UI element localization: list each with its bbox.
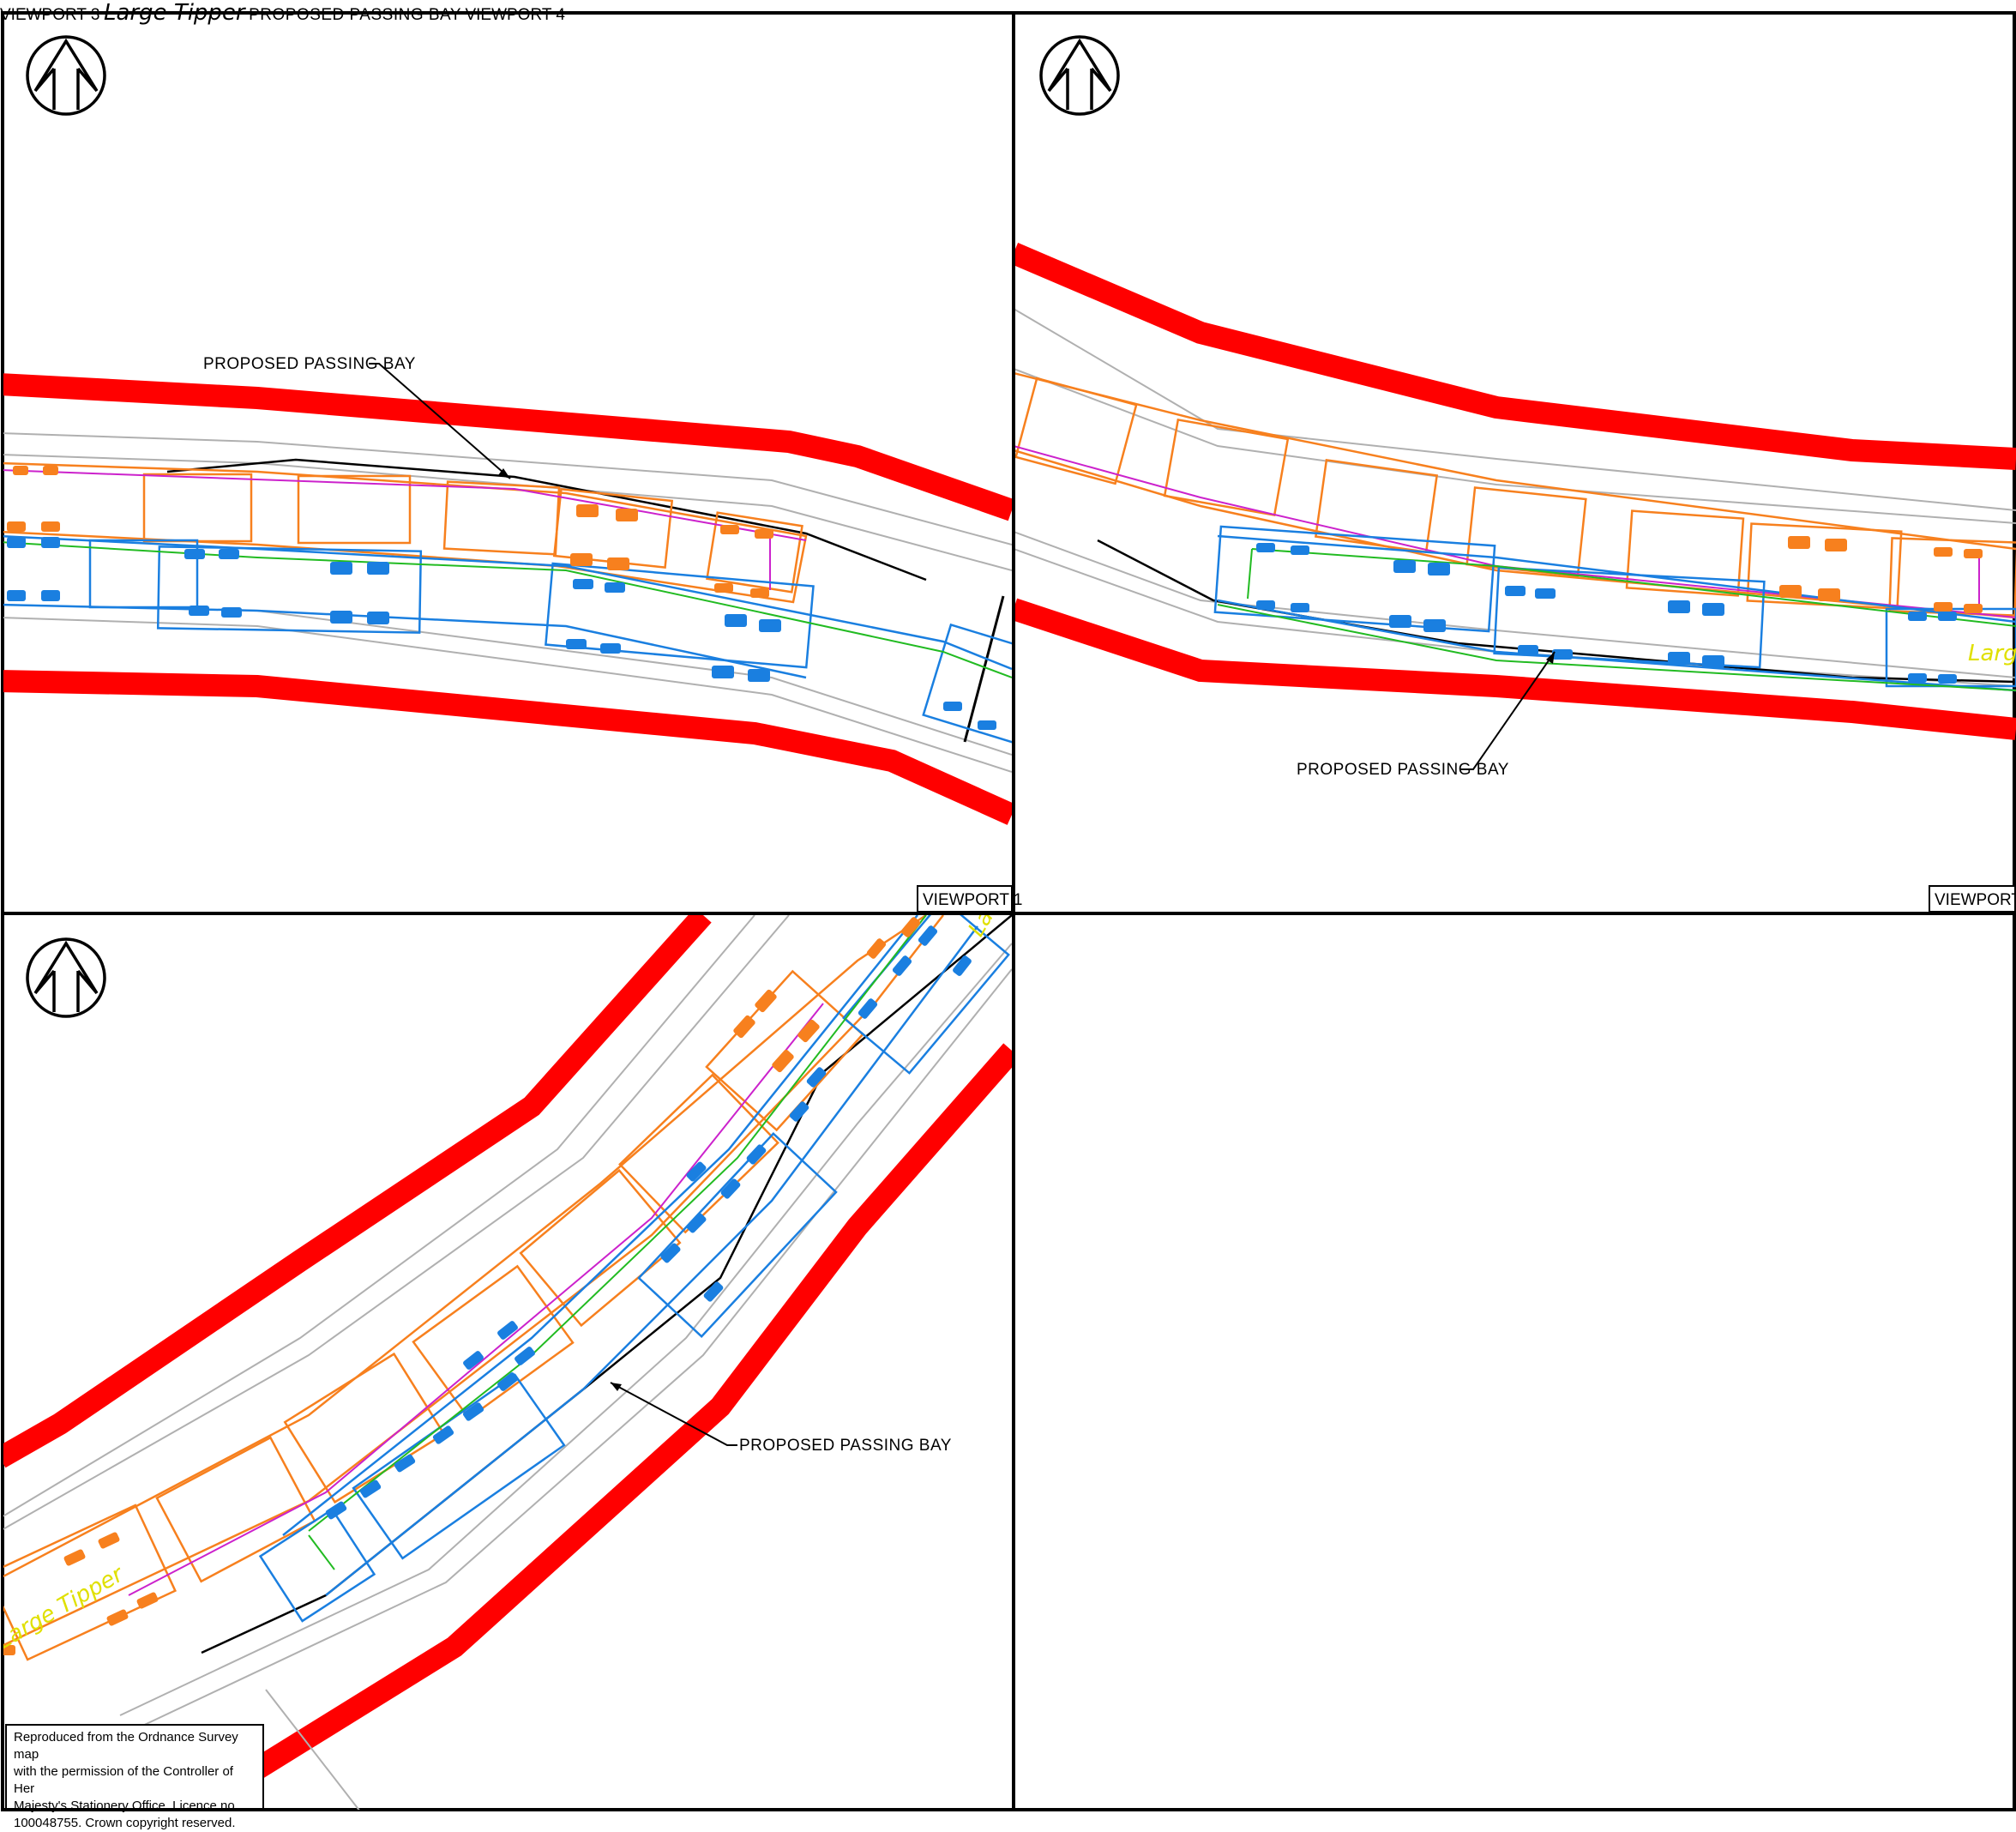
viewport-4-label-box: VIEWPORT 4 — [465, 6, 565, 24]
callout-text: PROPOSED PASSING BAY — [1297, 761, 1509, 779]
vehicle-label: Large Tipper — [0, 1561, 129, 1654]
viewport-1: PROPOSED PASSING BAY — [3, 35, 1012, 825]
viewport-3-label-box: VIEWPORT 3 — [0, 6, 104, 24]
viewport-1-label-box: VIEWPORT 1 — [917, 885, 1023, 913]
vehicle-label: Large — [1968, 641, 2016, 666]
copyright-line: 100048755. Crown copyright reserved. — [14, 1816, 236, 1830]
passing-bay-outline — [1097, 539, 2016, 684]
north-arrow-icon — [1039, 35, 1120, 116]
boundary-line — [3, 915, 712, 1468]
copyright-line: Majesty's Stationery Office. Licence no. — [14, 1799, 238, 1813]
boundary-line — [1015, 243, 2016, 470]
viewport-label: VIEWPORT 3 — [0, 6, 100, 24]
callout-text: PROPOSED PASSING BAY — [203, 355, 416, 373]
viewport-label: VIEWPORT 1 — [923, 891, 1023, 909]
callout-text: PROPOSED PASSING BAY — [739, 1437, 952, 1455]
passing-bay-outline — [201, 915, 1012, 1654]
viewport-2-label-box: VIEWPORT 2 — [1929, 885, 2016, 913]
boundary-line — [183, 1043, 1012, 1810]
north-arrow-icon — [26, 937, 106, 1018]
boundary-line — [3, 373, 1012, 521]
viewport-label: VIEWPORT 2 — [1935, 891, 2016, 909]
boundary-line — [1015, 598, 2016, 740]
passing-bay-outline — [166, 458, 927, 582]
boundary-line — [3, 670, 1012, 825]
copyright-notice: Reproduced from the Ordnance Survey map … — [5, 1724, 264, 1830]
viewport-2: Large PROPOSED PASSING BAY — [1015, 35, 2016, 779]
viewport-3: Large Tipper Large PROPOSED PASSING BAY — [0, 915, 1012, 1810]
copyright-line: with the permission of the Controller of… — [14, 1764, 233, 1796]
north-arrow-icon — [26, 35, 106, 116]
callout-text: PROPOSED PASSING BAY — [249, 6, 461, 24]
viewport-label: VIEWPORT 4 — [465, 6, 565, 24]
copyright-line: Reproduced from the Ordnance Survey map — [14, 1730, 238, 1762]
